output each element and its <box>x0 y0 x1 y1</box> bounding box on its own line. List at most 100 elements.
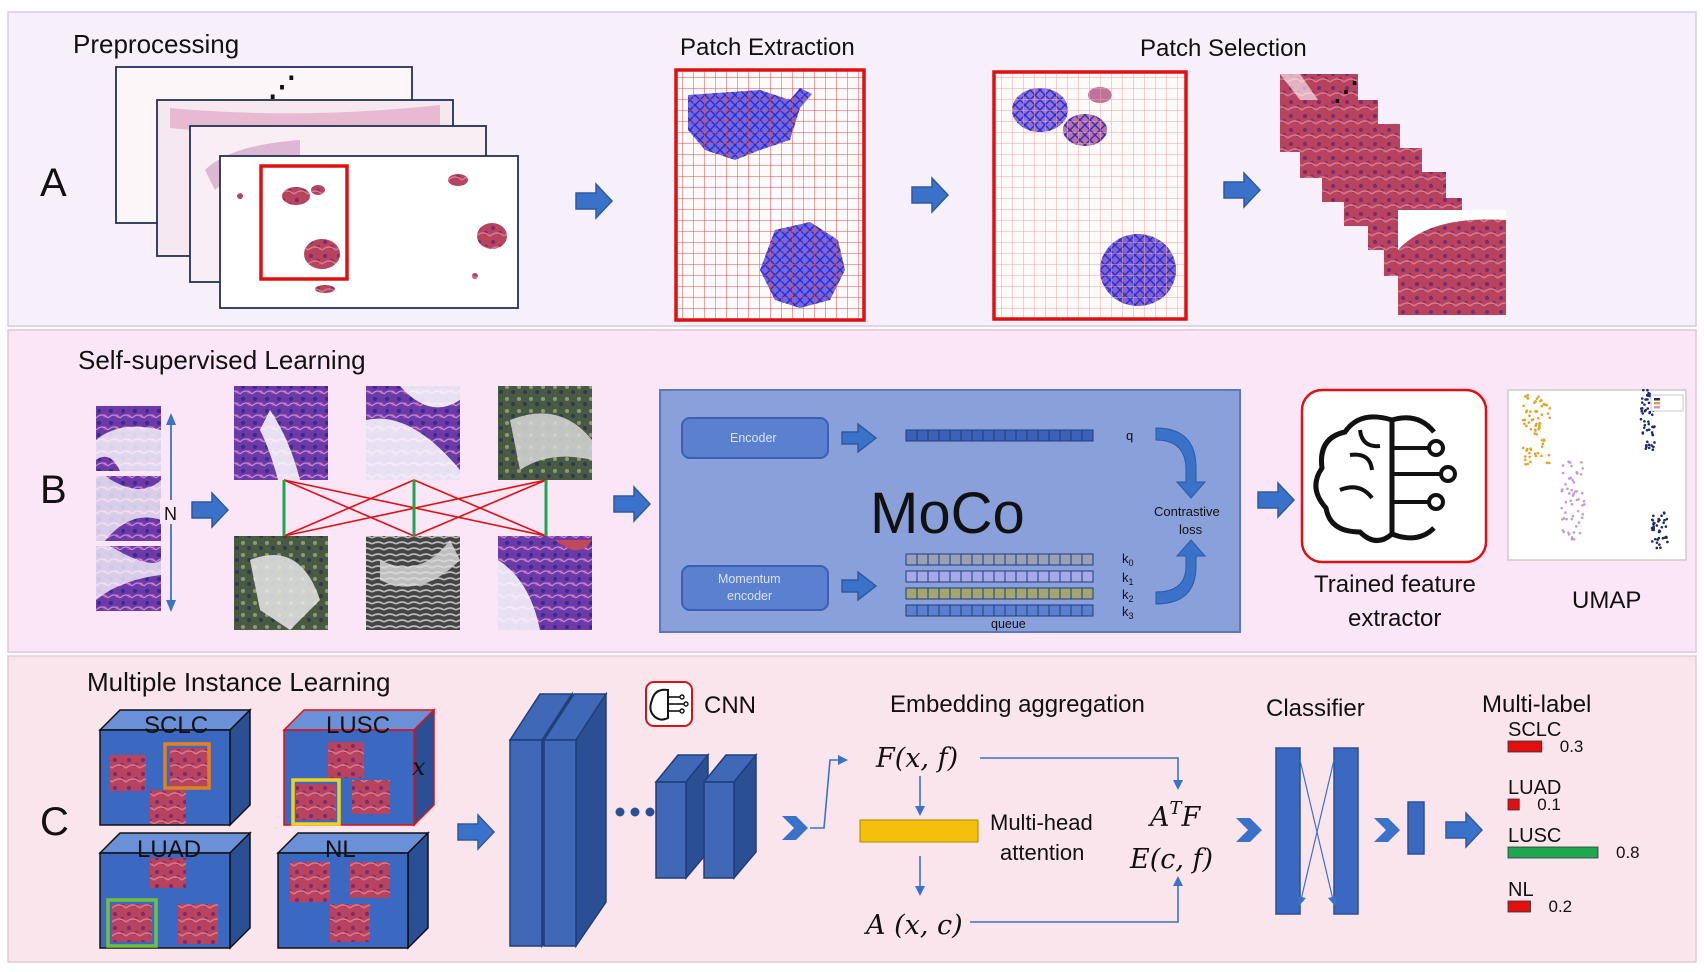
umap-point <box>1647 446 1651 450</box>
umap-point <box>1535 397 1539 400</box>
cnn-large-layers <box>508 691 608 949</box>
key-cell <box>949 604 962 617</box>
slide-stack <box>115 66 519 309</box>
arrow-b-2 <box>613 485 652 523</box>
bar <box>1507 846 1599 859</box>
umap-point <box>1571 514 1575 518</box>
key-cell <box>982 570 995 583</box>
classifier-layers <box>1275 747 1359 915</box>
key-cell <box>1004 553 1017 566</box>
umap-point <box>1528 451 1531 455</box>
bar <box>1507 740 1543 753</box>
key-cell <box>1026 587 1039 600</box>
umap-point <box>1580 461 1583 464</box>
arrow-b-1 <box>191 491 230 529</box>
bag-sclc <box>98 708 252 827</box>
key-cell <box>993 604 1006 617</box>
key-cell <box>960 604 973 617</box>
umap-point <box>1547 453 1551 457</box>
umap-point <box>1653 441 1656 444</box>
n-axis-arrow-top <box>166 413 176 425</box>
umap-point <box>1540 404 1544 408</box>
key-cell <box>949 570 962 583</box>
key-cell <box>1048 570 1061 583</box>
umap-point <box>1644 398 1647 401</box>
umap-point <box>1660 514 1663 518</box>
umap-point <box>1651 448 1655 451</box>
umap-point <box>1646 398 1649 401</box>
umap-point <box>1538 424 1541 428</box>
umap-point <box>1574 525 1578 528</box>
key-cell <box>971 604 984 617</box>
arrow-c-2 <box>1445 811 1484 849</box>
key-cell <box>938 553 951 566</box>
umap-point <box>1564 483 1567 486</box>
panel-c-letter: C <box>40 800 69 844</box>
umap-point <box>1581 504 1584 507</box>
umap-point <box>1529 410 1532 413</box>
key-cell <box>1037 570 1050 583</box>
umap-point <box>1524 463 1527 466</box>
encoder-block <box>681 417 829 459</box>
key-cell <box>1015 587 1028 600</box>
umap-point <box>1571 478 1574 482</box>
key-cell <box>1081 587 1094 600</box>
umap-point <box>1657 536 1661 540</box>
umap-point <box>1528 414 1531 418</box>
umap-point <box>1662 512 1666 515</box>
umap-point <box>1532 401 1536 404</box>
a-function-label: A (x, c) <box>863 910 963 941</box>
umap-point <box>1647 443 1651 447</box>
arrow-a-2 <box>911 176 950 214</box>
k1-label: k1 <box>1122 570 1134 587</box>
umap-point <box>1576 509 1580 513</box>
umap-point <box>1561 471 1565 475</box>
umap-point <box>1528 455 1531 459</box>
bag-luad-label: LUAD <box>137 836 201 863</box>
q-cell <box>1015 429 1028 442</box>
umap-point <box>1574 490 1577 493</box>
umap-point <box>1521 446 1525 450</box>
q-cell <box>1004 429 1017 442</box>
umap-point <box>1567 477 1571 480</box>
umap-point <box>1580 516 1584 520</box>
chevron-c-3 <box>1374 818 1400 842</box>
umap-point <box>1523 455 1527 458</box>
umap-point <box>1525 424 1528 428</box>
umap-point <box>1565 517 1568 521</box>
encoder-label: Encoder <box>730 431 777 445</box>
umap-point <box>1655 541 1659 544</box>
mil-title: Multiple Instance Learning <box>87 667 391 697</box>
bag-sclc-label: SCLC <box>144 712 208 739</box>
slide-stack-ellipsis: ⋰ <box>268 71 296 102</box>
q-cell <box>1026 429 1039 442</box>
preprocessing-title: Preprocessing <box>73 29 239 59</box>
umap-point <box>1525 409 1529 412</box>
key-cell <box>1037 604 1050 617</box>
umap-point <box>1643 423 1647 427</box>
key-cell <box>1015 570 1028 583</box>
key-cell <box>960 570 973 583</box>
bar <box>1507 798 1520 811</box>
umap-point <box>1570 517 1574 521</box>
umap-point <box>1650 413 1654 417</box>
umap-point <box>1570 537 1574 541</box>
umap-point <box>1542 438 1546 442</box>
umap-point <box>1526 396 1530 399</box>
panel-b-letter: B <box>40 468 67 512</box>
key-cell <box>1015 604 1028 617</box>
q-cell <box>1081 429 1094 442</box>
umap-point <box>1533 428 1537 432</box>
key-cell <box>938 587 951 600</box>
umap-point <box>1562 516 1566 520</box>
umap-point <box>1657 530 1661 534</box>
umap-point <box>1647 428 1651 431</box>
key-cell <box>1059 570 1072 583</box>
attention-label-1: Multi-head <box>990 810 1093 835</box>
feature-extractor-label-1: Trained feature <box>1314 571 1476 598</box>
key-cell <box>916 604 929 617</box>
umap-point <box>1646 407 1650 410</box>
umap-point <box>1651 433 1655 437</box>
bar-value-label: 0.1 <box>1537 795 1561 814</box>
umap-point <box>1655 546 1659 550</box>
